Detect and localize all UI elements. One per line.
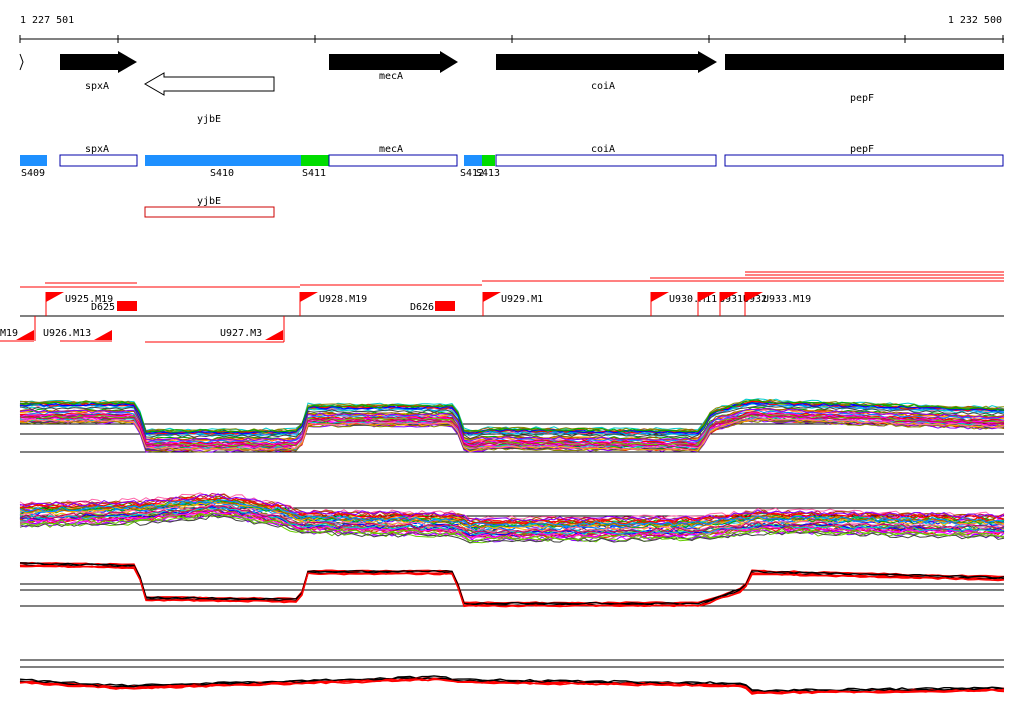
segment-label-S411: S411 bbox=[302, 168, 326, 179]
flag-marker[interactable] bbox=[300, 292, 318, 302]
gene-label-pepF: pepF bbox=[850, 93, 874, 104]
expression-trace bbox=[19, 501, 1005, 532]
expression-trace bbox=[19, 398, 1005, 433]
expression-trace bbox=[19, 493, 1005, 524]
expression-panel-1 bbox=[19, 398, 1005, 453]
flag-marker[interactable] bbox=[698, 292, 716, 302]
feature-label-U927: U927.M3 bbox=[220, 328, 262, 339]
expression-trace bbox=[19, 399, 1005, 433]
expression-trace bbox=[19, 408, 1005, 442]
feature-label-U931: U931 bbox=[719, 294, 743, 305]
segment-label-S413: S413 bbox=[476, 168, 500, 179]
segment-S410[interactable] bbox=[145, 155, 301, 166]
feature-label-U928: U928.M19 bbox=[319, 294, 367, 305]
gene-arrow-pepF[interactable] bbox=[725, 54, 1004, 70]
expression-trace bbox=[19, 562, 1005, 605]
expression-trace bbox=[19, 678, 1005, 695]
feature-label-U926: U926.M13 bbox=[43, 328, 91, 339]
expression-trace bbox=[19, 565, 1005, 608]
expression-trace bbox=[19, 512, 1005, 542]
gene-label-mecA: mecA bbox=[379, 71, 403, 82]
flag-marker[interactable] bbox=[483, 292, 501, 302]
feature-track: U925.M19 D625 U928.M19 D626 U929.M1 U930… bbox=[0, 271, 1004, 343]
expression-panel-3 bbox=[19, 561, 1005, 608]
flag-marker-reverse[interactable] bbox=[265, 330, 283, 340]
feature-label-D625: D625 bbox=[91, 302, 115, 313]
flag-marker[interactable] bbox=[651, 292, 669, 302]
segment-label-S410: S410 bbox=[210, 168, 234, 179]
expression-trace bbox=[19, 493, 1005, 523]
expression-panel-4 bbox=[19, 659, 1005, 695]
gene-arrow-coiA[interactable] bbox=[496, 51, 717, 73]
feature-D626[interactable] bbox=[435, 301, 455, 311]
expression-trace bbox=[19, 677, 1005, 693]
expression-trace bbox=[19, 562, 1005, 605]
segment-gene-label-mecA: mecA bbox=[379, 144, 403, 155]
flag-marker-reverse[interactable] bbox=[16, 330, 34, 340]
expression-panel-2 bbox=[19, 492, 1005, 544]
flag-marker[interactable] bbox=[720, 292, 738, 302]
gene-label-spxA: spxA bbox=[85, 81, 109, 92]
expression-trace bbox=[19, 513, 1005, 544]
gene-label-yjbE: yjbE bbox=[197, 114, 221, 125]
segment-track: S409 spxA S410 S411 mecA S412 S413 coiA … bbox=[20, 144, 1004, 218]
segment-gene-label-pepF: pepF bbox=[850, 144, 874, 155]
feature-D625[interactable] bbox=[117, 301, 137, 311]
expression-trace bbox=[19, 405, 1005, 440]
partial-gene-arrow[interactable] bbox=[19, 53, 24, 71]
expression-trace bbox=[19, 504, 1005, 535]
ruler-end-label: 1 232 500 bbox=[948, 15, 1002, 26]
expression-trace bbox=[19, 413, 1005, 448]
segment-S413[interactable] bbox=[482, 155, 495, 166]
expression-trace bbox=[19, 499, 1005, 528]
gene-arrow-mecA[interactable] bbox=[329, 51, 458, 73]
segment-box-mecA[interactable] bbox=[328, 154, 458, 167]
segment-box-spxA[interactable] bbox=[59, 154, 138, 167]
segment-S409[interactable] bbox=[20, 155, 47, 166]
gene-arrow-spxA[interactable] bbox=[60, 51, 137, 73]
feature-label-U929: U929.M1 bbox=[501, 294, 543, 305]
expression-trace bbox=[19, 492, 1005, 521]
segment-S412[interactable] bbox=[464, 155, 482, 166]
flag-marker[interactable] bbox=[745, 292, 763, 302]
antisense-box-yjbE[interactable] bbox=[144, 206, 275, 218]
segment-label-S409: S409 bbox=[21, 168, 45, 179]
segment-label-S412: S412 bbox=[460, 168, 484, 179]
gene-track: spxA yjbE mecA coiA pepF bbox=[19, 51, 1004, 125]
expression-trace bbox=[19, 413, 1005, 448]
segment-S411[interactable] bbox=[301, 155, 329, 166]
coordinate-ruler: 1 227 501 1 232 500 bbox=[19, 15, 1004, 43]
antisense-label-yjbE: yjbE bbox=[197, 196, 221, 207]
feature-label-U933: U933.M19 bbox=[763, 294, 811, 305]
feature-label-U932: U932 bbox=[743, 294, 767, 305]
segment-gene-label-spxA: spxA bbox=[85, 144, 109, 155]
flag-marker[interactable] bbox=[46, 292, 64, 302]
expression-trace bbox=[19, 417, 1005, 451]
segment-gene-label-coiA: coiA bbox=[591, 144, 615, 155]
expression-trace bbox=[19, 501, 1005, 529]
feature-label-M19: M19 bbox=[0, 328, 18, 339]
gene-label-coiA: coiA bbox=[591, 81, 615, 92]
ruler-start-label: 1 227 501 bbox=[20, 15, 74, 26]
segment-box-coiA[interactable] bbox=[495, 154, 717, 167]
gene-arrow-yjbE[interactable] bbox=[144, 72, 275, 96]
feature-label-U925: U925.M19 bbox=[65, 294, 113, 305]
flag-marker-reverse[interactable] bbox=[94, 330, 112, 340]
segment-box-pepF[interactable] bbox=[724, 154, 1004, 167]
expression-trace bbox=[19, 506, 1005, 536]
feature-label-U930: U930.M11 bbox=[669, 294, 717, 305]
feature-label-D626: D626 bbox=[410, 302, 434, 313]
expression-trace bbox=[19, 564, 1005, 607]
